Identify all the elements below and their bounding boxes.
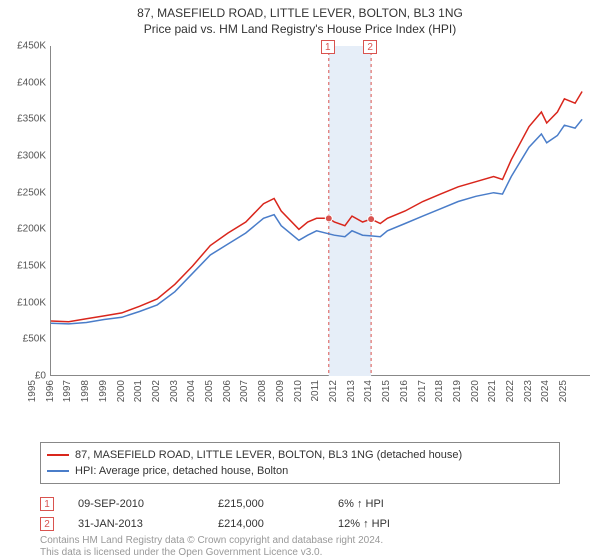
title-line1: 87, MASEFIELD ROAD, LITTLE LEVER, BOLTON… — [0, 6, 600, 20]
legend-row: 87, MASEFIELD ROAD, LITTLE LEVER, BOLTON… — [47, 447, 553, 463]
transaction-diff: 6% ↑ HPI — [338, 498, 438, 510]
sale-marker-flag: 1 — [321, 40, 335, 54]
transaction-table: 1 09-SEP-2010£215,0006% ↑ HPI 2 31-JAN-2013… — [40, 494, 560, 534]
y-tick-label: £400K — [0, 77, 46, 88]
transaction-row: 2 31-JAN-2013£214,00012% ↑ HPI — [40, 514, 560, 534]
transaction-diff: 12% ↑ HPI — [338, 518, 438, 530]
y-tick-label: £250K — [0, 187, 46, 198]
legend-label: HPI: Average price, detached house, Bolt… — [75, 465, 288, 477]
transaction-price: £214,000 — [218, 518, 338, 530]
legend-swatch — [47, 470, 69, 472]
transaction-row: 1 09-SEP-2010£215,0006% ↑ HPI — [40, 494, 560, 514]
credit-block: Contains HM Land Registry data © Crown c… — [40, 535, 560, 558]
sale-marker-dot — [325, 215, 332, 222]
y-tick-label: £450K — [0, 41, 46, 52]
transaction-marker-num: 2 — [40, 517, 54, 531]
transaction-marker-num: 1 — [40, 497, 54, 511]
sale-marker-dot — [368, 216, 375, 223]
y-tick-label: £350K — [0, 114, 46, 125]
sale-period-band — [329, 46, 371, 376]
y-tick-label: £200K — [0, 224, 46, 235]
credit-line2: This data is licensed under the Open Gov… — [40, 547, 560, 559]
transaction-date: 31-JAN-2013 — [78, 518, 218, 530]
plot-svg — [51, 46, 590, 375]
chart-title-block: 87, MASEFIELD ROAD, LITTLE LEVER, BOLTON… — [0, 0, 600, 38]
transaction-date: 09-SEP-2010 — [78, 498, 218, 510]
legend-label: 87, MASEFIELD ROAD, LITTLE LEVER, BOLTON… — [75, 449, 462, 461]
plot-area: 12 — [50, 46, 590, 376]
legend-row: HPI: Average price, detached house, Bolt… — [47, 463, 553, 479]
y-tick-label: £150K — [0, 261, 46, 272]
x-tick-label: 2025 — [558, 380, 600, 402]
y-tick-label: £300K — [0, 151, 46, 162]
title-line2: Price paid vs. HM Land Registry's House … — [0, 22, 600, 36]
legend: 87, MASEFIELD ROAD, LITTLE LEVER, BOLTON… — [40, 442, 560, 484]
legend-swatch — [47, 454, 69, 456]
credit-line1: Contains HM Land Registry data © Crown c… — [40, 535, 560, 547]
series-subject — [51, 92, 582, 322]
y-tick-label: £50K — [0, 334, 46, 345]
sale-marker-flag: 2 — [363, 40, 377, 54]
transaction-price: £215,000 — [218, 498, 338, 510]
chart-container: £0£50K£100K£150K£200K£250K£300K£350K£400… — [0, 42, 600, 422]
series-hpi — [51, 119, 582, 324]
y-tick-label: £100K — [0, 297, 46, 308]
